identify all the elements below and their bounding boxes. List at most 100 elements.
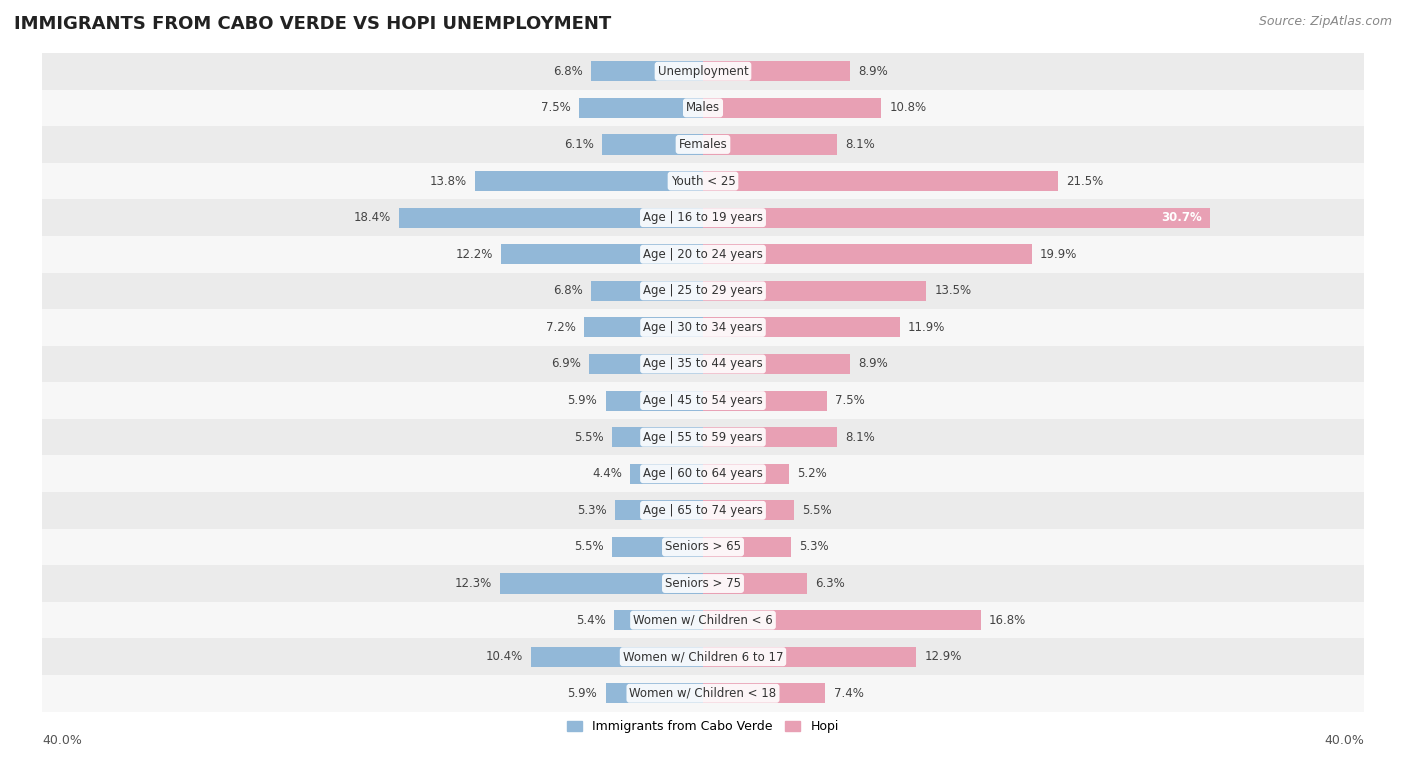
Text: 12.3%: 12.3%: [454, 577, 492, 590]
Text: Age | 30 to 34 years: Age | 30 to 34 years: [643, 321, 763, 334]
Bar: [591, 281, 703, 301]
Bar: [475, 171, 703, 191]
Text: 5.2%: 5.2%: [797, 467, 827, 480]
Bar: [703, 537, 790, 557]
Bar: [606, 684, 703, 703]
Bar: [614, 610, 703, 630]
Bar: [703, 207, 1211, 228]
Bar: [703, 354, 851, 374]
Bar: [42, 346, 1364, 382]
Bar: [42, 565, 1364, 602]
Text: 5.3%: 5.3%: [799, 540, 828, 553]
Text: 10.4%: 10.4%: [485, 650, 523, 663]
Text: 6.9%: 6.9%: [551, 357, 581, 370]
Text: 7.2%: 7.2%: [546, 321, 576, 334]
Legend: Immigrants from Cabo Verde, Hopi: Immigrants from Cabo Verde, Hopi: [562, 715, 844, 738]
Bar: [42, 456, 1364, 492]
Text: 5.9%: 5.9%: [568, 394, 598, 407]
Bar: [42, 199, 1364, 236]
Text: 30.7%: 30.7%: [1161, 211, 1202, 224]
Text: Females: Females: [679, 138, 727, 151]
Text: 8.9%: 8.9%: [858, 357, 889, 370]
Bar: [42, 236, 1364, 273]
Text: Source: ZipAtlas.com: Source: ZipAtlas.com: [1258, 15, 1392, 28]
Bar: [703, 135, 837, 154]
Bar: [42, 53, 1364, 89]
Bar: [531, 646, 703, 667]
Text: 7.5%: 7.5%: [835, 394, 865, 407]
Text: Age | 20 to 24 years: Age | 20 to 24 years: [643, 248, 763, 260]
Bar: [42, 602, 1364, 638]
Text: 21.5%: 21.5%: [1066, 175, 1104, 188]
Text: Women w/ Children < 6: Women w/ Children < 6: [633, 614, 773, 627]
Bar: [703, 610, 980, 630]
Bar: [703, 391, 827, 410]
Bar: [606, 391, 703, 410]
Bar: [42, 382, 1364, 419]
Bar: [602, 135, 703, 154]
Text: Males: Males: [686, 101, 720, 114]
Text: Age | 65 to 74 years: Age | 65 to 74 years: [643, 504, 763, 517]
Text: 5.4%: 5.4%: [576, 614, 606, 627]
Text: 12.9%: 12.9%: [924, 650, 962, 663]
Bar: [42, 126, 1364, 163]
Text: 4.4%: 4.4%: [592, 467, 621, 480]
Text: 8.1%: 8.1%: [845, 431, 875, 444]
Bar: [703, 171, 1059, 191]
Text: 11.9%: 11.9%: [908, 321, 945, 334]
Text: Seniors > 65: Seniors > 65: [665, 540, 741, 553]
Text: 5.3%: 5.3%: [578, 504, 607, 517]
Text: IMMIGRANTS FROM CABO VERDE VS HOPI UNEMPLOYMENT: IMMIGRANTS FROM CABO VERDE VS HOPI UNEMP…: [14, 15, 612, 33]
Bar: [703, 245, 1032, 264]
Text: 16.8%: 16.8%: [988, 614, 1026, 627]
Bar: [42, 675, 1364, 712]
Bar: [42, 419, 1364, 456]
Bar: [612, 427, 703, 447]
Text: Seniors > 75: Seniors > 75: [665, 577, 741, 590]
Text: Women w/ Children < 18: Women w/ Children < 18: [630, 687, 776, 699]
Bar: [703, 317, 900, 338]
Bar: [399, 207, 703, 228]
Text: 6.8%: 6.8%: [553, 65, 582, 78]
Text: 10.8%: 10.8%: [890, 101, 927, 114]
Bar: [703, 427, 837, 447]
Text: 12.2%: 12.2%: [456, 248, 494, 260]
Text: Age | 16 to 19 years: Age | 16 to 19 years: [643, 211, 763, 224]
Bar: [42, 273, 1364, 309]
Text: 5.5%: 5.5%: [574, 540, 605, 553]
Bar: [591, 61, 703, 81]
Text: 13.8%: 13.8%: [430, 175, 467, 188]
Text: 5.5%: 5.5%: [801, 504, 832, 517]
Bar: [703, 646, 917, 667]
Bar: [42, 163, 1364, 199]
Text: Age | 55 to 59 years: Age | 55 to 59 years: [643, 431, 763, 444]
Bar: [612, 537, 703, 557]
Text: 40.0%: 40.0%: [1324, 734, 1364, 746]
Text: 19.9%: 19.9%: [1040, 248, 1077, 260]
Text: Youth < 25: Youth < 25: [671, 175, 735, 188]
Text: 5.9%: 5.9%: [568, 687, 598, 699]
Text: 5.5%: 5.5%: [574, 431, 605, 444]
Bar: [499, 574, 703, 593]
Text: 8.9%: 8.9%: [858, 65, 889, 78]
Text: 6.1%: 6.1%: [564, 138, 593, 151]
Text: Age | 25 to 29 years: Age | 25 to 29 years: [643, 285, 763, 298]
Bar: [630, 464, 703, 484]
Bar: [703, 61, 851, 81]
Text: 7.5%: 7.5%: [541, 101, 571, 114]
Bar: [579, 98, 703, 118]
Text: 13.5%: 13.5%: [934, 285, 972, 298]
Text: Unemployment: Unemployment: [658, 65, 748, 78]
Bar: [703, 464, 789, 484]
Text: Age | 35 to 44 years: Age | 35 to 44 years: [643, 357, 763, 370]
Bar: [502, 245, 703, 264]
Bar: [42, 309, 1364, 346]
Text: 40.0%: 40.0%: [42, 734, 82, 746]
Text: Women w/ Children 6 to 17: Women w/ Children 6 to 17: [623, 650, 783, 663]
Text: Age | 60 to 64 years: Age | 60 to 64 years: [643, 467, 763, 480]
Bar: [703, 574, 807, 593]
Text: 8.1%: 8.1%: [845, 138, 875, 151]
Text: 7.4%: 7.4%: [834, 687, 863, 699]
Text: 18.4%: 18.4%: [353, 211, 391, 224]
Bar: [42, 528, 1364, 565]
